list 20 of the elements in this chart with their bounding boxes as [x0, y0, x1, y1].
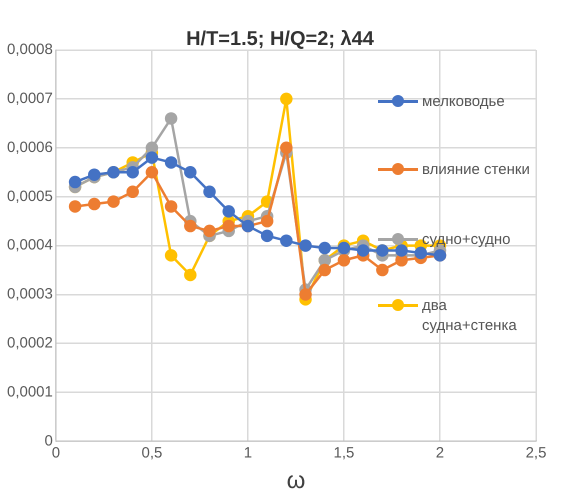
y-tick-label: 0,0004 — [6, 236, 53, 254]
chart-title: H/T=1.5; H/Q=2; λ44 — [185, 28, 375, 51]
legend-label: мелководье — [422, 92, 506, 112]
y-tick-label: 0,0005 — [6, 188, 53, 205]
x-axis-title: ω — [286, 467, 306, 494]
y-tick-label: 0,0008 — [6, 41, 53, 58]
legend-label: влияние стенки — [422, 160, 531, 180]
legend-label: два судна+стенка — [422, 296, 518, 336]
x-tick-label: 2 — [436, 444, 444, 462]
x-tick-label: 0,5 — [141, 444, 162, 462]
x-tick-label: 1,5 — [334, 444, 354, 462]
y-tick-label: 0 — [44, 432, 53, 450]
y-tick-label: 0,0007 — [6, 90, 53, 108]
y-tick-label: 0,0001 — [6, 383, 53, 400]
x-tick-label: 2,5 — [526, 444, 546, 462]
x-tick-label: 1 — [244, 444, 252, 462]
y-tick-label: 0,0006 — [6, 138, 53, 156]
y-tick-label: 0,0002 — [6, 334, 53, 352]
legend-label: судно+судно — [422, 230, 512, 250]
y-tick-label: 0,0003 — [6, 286, 53, 303]
